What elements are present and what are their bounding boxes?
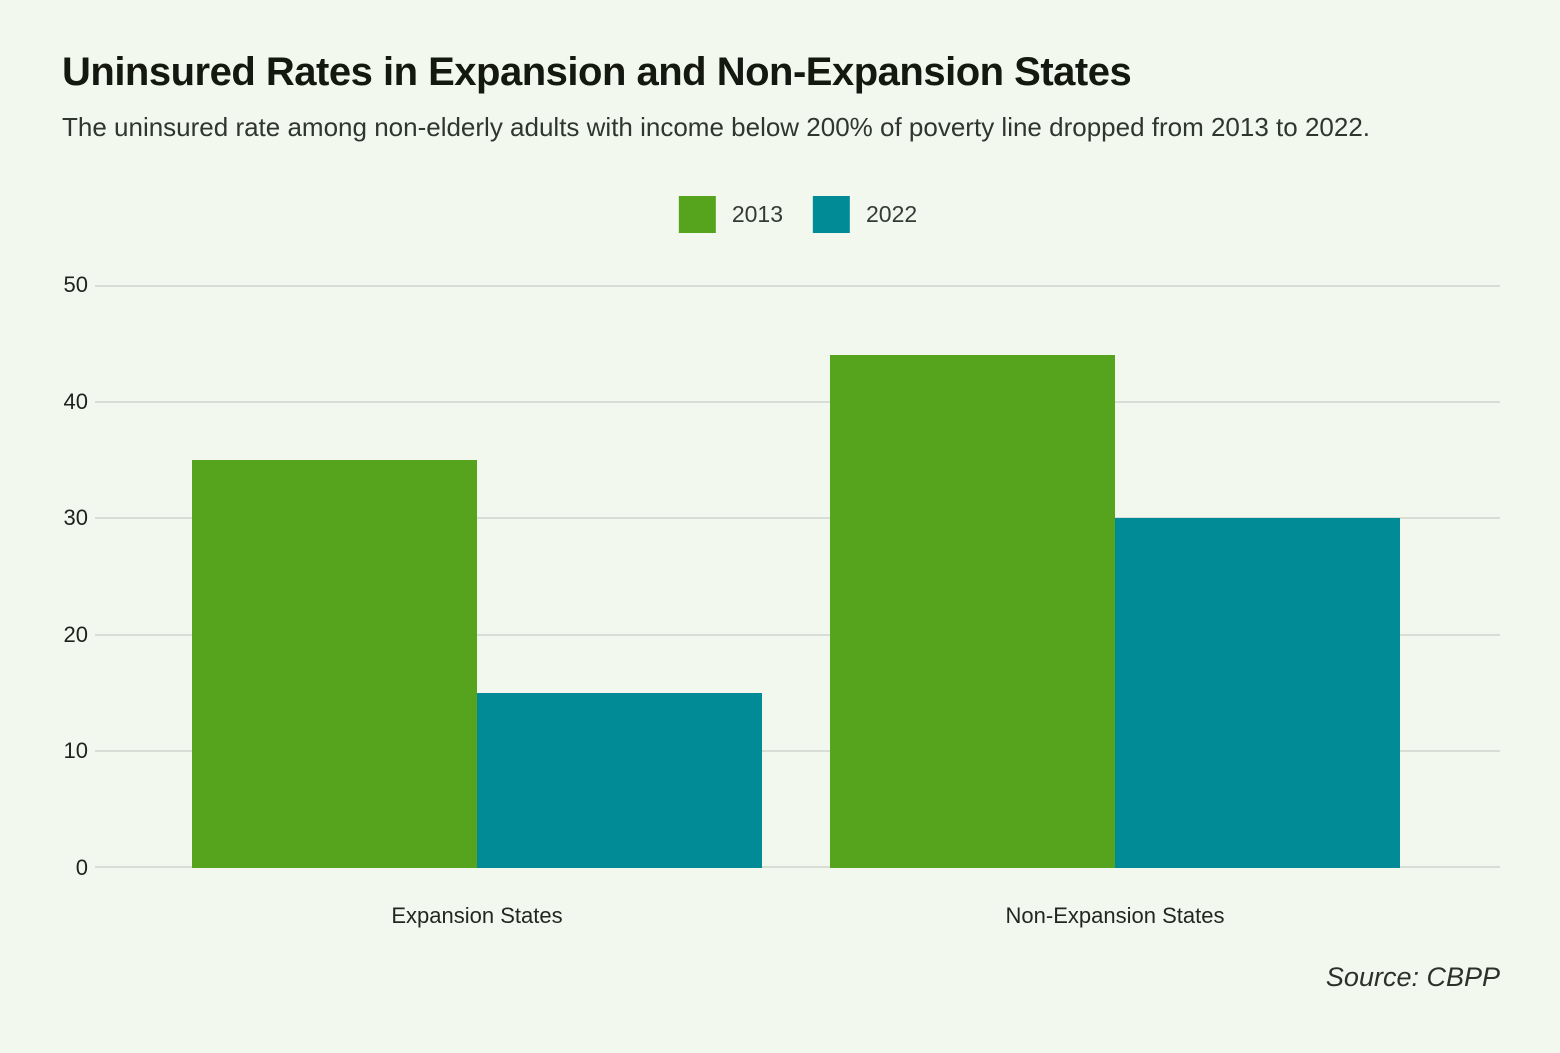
bar-expansion-states-2022 <box>477 693 762 868</box>
gridline-40 <box>95 400 1500 403</box>
y-tick-label-10: 10 <box>63 738 88 764</box>
page-subtitle: The uninsured rate among non-elderly adu… <box>62 112 1371 142</box>
gridline-30 <box>95 517 1500 520</box>
gridline-10 <box>95 750 1500 753</box>
bar-expansion-states-2013 <box>192 459 477 868</box>
bar-chart-plot-area <box>95 285 1500 868</box>
y-tick-label-50: 50 <box>63 272 88 297</box>
y-tick-label-30: 30 <box>63 505 88 531</box>
gridline-50 <box>95 285 1500 287</box>
legend-label: 2022 <box>866 201 918 227</box>
y-tick-label-40: 40 <box>63 388 88 414</box>
bar-non-expansion-states-2013 <box>830 354 1115 868</box>
source-attribution: Source: CBPP <box>1325 962 1500 992</box>
legend-swatch-icon <box>678 196 716 233</box>
y-tick-label-20: 20 <box>63 621 88 647</box>
x-axis-label-non-expansion-states: Non-Expansion States <box>1005 903 1225 928</box>
page-title: Uninsured Rates in Expansion and Non-Exp… <box>62 50 1132 94</box>
gridline-0 <box>95 866 1500 868</box>
legend-label: 2013 <box>731 201 783 227</box>
legend-swatch-icon <box>813 196 850 233</box>
legend-item-2013: 2013 <box>678 196 783 233</box>
x-axis-label-expansion-states: Expansion States <box>391 903 563 928</box>
chart-legend: 2013 2022 <box>678 196 917 233</box>
gridline-20 <box>95 633 1500 636</box>
y-tick-label-0: 0 <box>75 855 88 880</box>
legend-item-2022: 2022 <box>813 196 917 233</box>
bar-non-expansion-states-2022 <box>1115 518 1400 868</box>
